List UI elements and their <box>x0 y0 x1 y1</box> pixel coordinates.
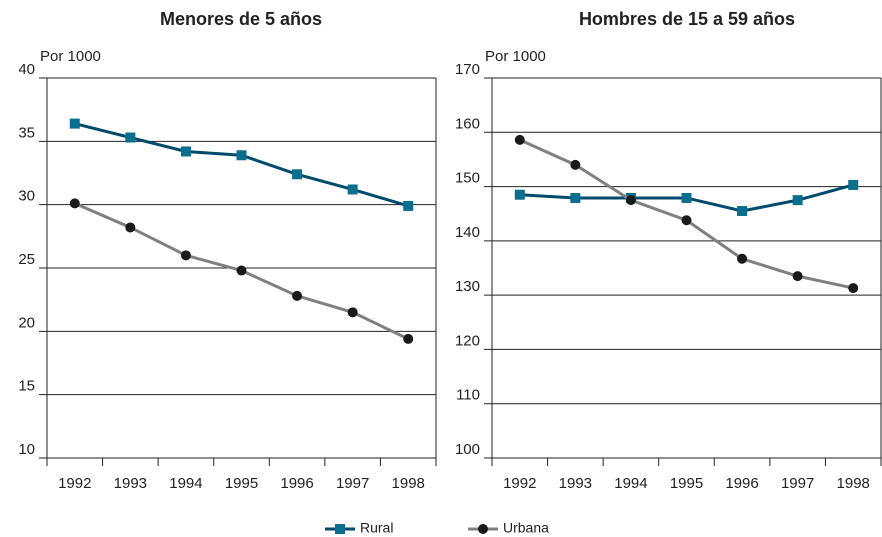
y-tick-label: 110 <box>456 387 480 404</box>
x-tick-label: 1993 <box>114 475 147 492</box>
y-tick-label: 100 <box>455 441 480 458</box>
marker <box>180 250 191 261</box>
y-tick-label: 130 <box>455 278 480 295</box>
marker <box>125 132 136 143</box>
marker <box>236 265 247 276</box>
y-axis-label: Por 1000 <box>40 48 101 65</box>
legend-label: Rural <box>360 520 393 536</box>
x-tick-label: 1997 <box>336 475 369 492</box>
y-tick-label: 20 <box>18 314 35 331</box>
x-tick-label: 1994 <box>169 475 202 492</box>
x-tick-label: 1996 <box>725 475 758 492</box>
marker <box>681 215 692 226</box>
chart-title: Hombres de 15 a 59 años <box>579 9 795 29</box>
marker <box>792 271 803 282</box>
x-tick-label: 1996 <box>280 475 313 492</box>
marker <box>347 184 358 195</box>
series-line <box>74 122 409 208</box>
marker <box>848 179 859 190</box>
marker <box>570 192 581 203</box>
y-tick-label: 15 <box>18 378 35 395</box>
x-tick-label: 1995 <box>670 475 703 492</box>
series-line <box>519 138 854 290</box>
y-tick-label: 25 <box>18 251 35 268</box>
y-tick-label: 30 <box>18 188 35 205</box>
y-tick-label: 140 <box>455 224 480 241</box>
marker <box>792 195 803 206</box>
y-axis-label: Por 1000 <box>485 48 546 65</box>
marker <box>514 134 525 145</box>
x-tick-label: 1995 <box>225 475 258 492</box>
y-tick-label: 120 <box>455 332 480 349</box>
x-tick-label: 1993 <box>559 475 592 492</box>
marker <box>403 333 414 344</box>
marker <box>514 189 525 200</box>
marker <box>292 290 303 301</box>
marker <box>403 200 414 211</box>
marker <box>737 206 748 216</box>
y-tick-label: 40 <box>18 61 35 78</box>
y-tick-label: 10 <box>18 441 35 458</box>
marker <box>848 283 859 294</box>
x-tick-label: 1998 <box>837 475 870 492</box>
marker <box>69 198 80 209</box>
x-tick-label: 1992 <box>58 475 91 492</box>
marker <box>625 195 636 206</box>
marker <box>347 307 358 318</box>
marker <box>69 118 80 129</box>
legend-label: Urbana <box>503 520 549 536</box>
marker <box>737 253 748 264</box>
x-tick-label: 1997 <box>781 475 814 492</box>
chart-title: Menores de 5 años <box>160 9 322 29</box>
y-tick-label: 170 <box>455 61 480 78</box>
marker <box>292 169 303 180</box>
x-tick-label: 1998 <box>392 475 425 492</box>
marker <box>681 192 692 203</box>
y-tick-label: 35 <box>18 124 35 141</box>
marker <box>236 150 247 161</box>
y-tick-label: 160 <box>455 115 480 132</box>
legend-marker <box>478 524 488 534</box>
x-tick-label: 1994 <box>614 475 647 492</box>
marker <box>125 222 136 233</box>
y-tick-label: 150 <box>455 170 480 187</box>
marker <box>570 159 581 170</box>
legend-marker <box>335 524 345 534</box>
marker <box>180 146 191 157</box>
x-tick-label: 1992 <box>503 475 536 492</box>
